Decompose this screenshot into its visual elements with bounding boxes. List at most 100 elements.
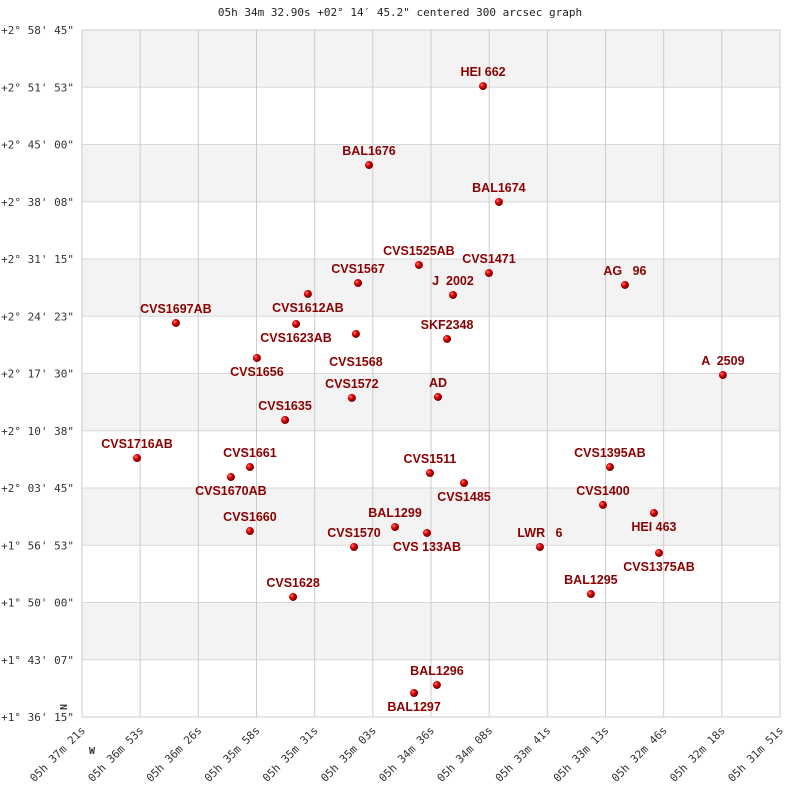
star-marker: SKF2348 xyxy=(421,318,474,343)
x-tick-label: 05h 35m 31s xyxy=(260,724,321,785)
y-tick-label: +2° 51' 53" xyxy=(1,81,74,94)
y-tick-label: +2° 03' 45" xyxy=(1,482,74,495)
star-label: CVS1572 xyxy=(325,377,379,391)
y-tick-label: +1° 50' 00" xyxy=(1,597,74,610)
star-point xyxy=(598,500,607,509)
x-tick-label: 05h 32m 46s xyxy=(609,724,670,785)
star-point xyxy=(414,260,423,269)
star-marker: CVS1656 xyxy=(230,353,284,379)
star-label: SKF2348 xyxy=(421,318,474,332)
star-marker: CVS1697AB xyxy=(140,302,212,327)
star-label: CVS1395AB xyxy=(574,446,646,460)
star-marker: CVS1623AB xyxy=(260,319,332,345)
x-tick-label: 05h 37m 21s xyxy=(27,724,88,785)
y-tick-label: +1° 36' 15" xyxy=(1,711,74,724)
star-point xyxy=(605,463,614,472)
star-point xyxy=(351,329,360,338)
star-point xyxy=(365,161,374,170)
x-tick-label: 05h 34m 36s xyxy=(376,724,437,785)
y-tick-label: +2° 58' 45" xyxy=(1,24,74,37)
star-point xyxy=(422,528,431,537)
star-point xyxy=(245,527,254,536)
star-point xyxy=(425,469,434,478)
star-marker: CVS1660 xyxy=(223,510,277,536)
star-label: CVS1400 xyxy=(576,484,630,498)
star-marker: CVS1525AB xyxy=(383,244,455,269)
star-marker: AD xyxy=(429,376,447,401)
star-label: CVS1670AB xyxy=(195,484,267,498)
star-label: CVS1661 xyxy=(223,446,277,460)
x-tick-label: 05h 31m 51s xyxy=(725,724,786,785)
star-label: CVS1635 xyxy=(258,399,312,413)
star-marker: AG 96 xyxy=(603,264,647,289)
star-label: HEI 463 xyxy=(631,520,676,534)
x-tick-label: 05h 32m 18s xyxy=(667,724,728,785)
star-point xyxy=(459,479,468,488)
x-tick-label: 05h 35m 03s xyxy=(318,724,379,785)
star-marker: CVS1570 xyxy=(327,526,381,551)
y-tick-label: +2° 17' 30" xyxy=(1,368,74,381)
y-tick-label: +1° 56' 53" xyxy=(1,539,74,552)
star-point xyxy=(354,279,363,288)
star-label: CVS1716AB xyxy=(101,437,173,451)
star-point xyxy=(443,334,452,343)
star-marker: CVS1716AB xyxy=(101,437,173,463)
star-label: CVS1612AB xyxy=(272,301,344,315)
star-marker: CVS1400 xyxy=(576,484,630,509)
star-marker: CVS1567 xyxy=(331,262,385,288)
star-marker: BAL1676 xyxy=(342,144,396,170)
star-point xyxy=(347,393,356,402)
star-point xyxy=(432,680,441,689)
west-indicator: W xyxy=(89,746,96,757)
star-point xyxy=(303,289,312,298)
star-point xyxy=(292,319,301,328)
y-tick-label: +1° 43' 07" xyxy=(1,654,74,667)
star-label: A 2509 xyxy=(701,354,744,368)
star-point xyxy=(649,508,658,517)
star-point xyxy=(494,197,503,206)
x-tick-label: 05h 34m 08s xyxy=(435,724,496,785)
x-tick-label: 05h 35m 58s xyxy=(202,724,263,785)
star-label: CVS1697AB xyxy=(140,302,212,316)
star-label: AD xyxy=(429,376,447,390)
star-label: CVS1525AB xyxy=(383,244,455,258)
chart-title: 05h 34m 32.90s +02° 14′ 45.2" centered 3… xyxy=(217,6,583,19)
star-label: BAL1676 xyxy=(342,144,396,158)
star-marker: HEI 662 xyxy=(460,65,506,91)
star-point xyxy=(479,82,488,91)
star-label: CVS 133AB xyxy=(393,540,461,554)
star-marker: CVS1471 xyxy=(462,252,516,278)
star-label: BAL1296 xyxy=(410,664,464,678)
plot-border xyxy=(81,29,781,718)
star-label: CVS1660 xyxy=(223,510,277,524)
star-label: CVS1570 xyxy=(327,526,381,540)
star-label: LWR 6 xyxy=(517,526,562,540)
star-label: CVS1471 xyxy=(462,252,516,266)
y-axis-ticks: +2° 58' 45" +2° 51' 53" +2° 45' 00" +2° 38'… xyxy=(1,24,74,724)
star-point xyxy=(448,290,457,299)
star-label: CVS1568 xyxy=(329,355,383,369)
star-marker: BAL1295 xyxy=(564,573,618,599)
star-point xyxy=(226,473,235,482)
star-point xyxy=(289,592,298,601)
x-tick-label: 05h 36m 26s xyxy=(144,724,205,785)
star-points: HEI 662 BAL1676 BAL1674 CVS1525AB CVS1471 CVS… xyxy=(101,65,744,714)
star-marker: CVS1670AB xyxy=(195,473,267,498)
star-marker: CVS1485 xyxy=(437,479,491,504)
star-marker: CVS1375AB xyxy=(623,548,695,574)
star-point xyxy=(350,542,359,551)
star-point xyxy=(586,590,595,599)
star-label: CVS1511 xyxy=(404,452,457,466)
star-marker: BAL1296 xyxy=(410,664,464,689)
star-point xyxy=(535,542,544,551)
star-label: CVS1628 xyxy=(266,576,320,590)
star-point xyxy=(171,318,180,327)
star-label: BAL1674 xyxy=(472,181,526,195)
star-point xyxy=(391,522,400,531)
star-marker: CVS1661 xyxy=(223,446,277,472)
star-label: AG 96 xyxy=(603,264,646,278)
star-label: CVS1656 xyxy=(230,365,284,379)
star-marker: CVS1395AB xyxy=(574,446,646,472)
star-label: BAL1295 xyxy=(564,573,618,587)
